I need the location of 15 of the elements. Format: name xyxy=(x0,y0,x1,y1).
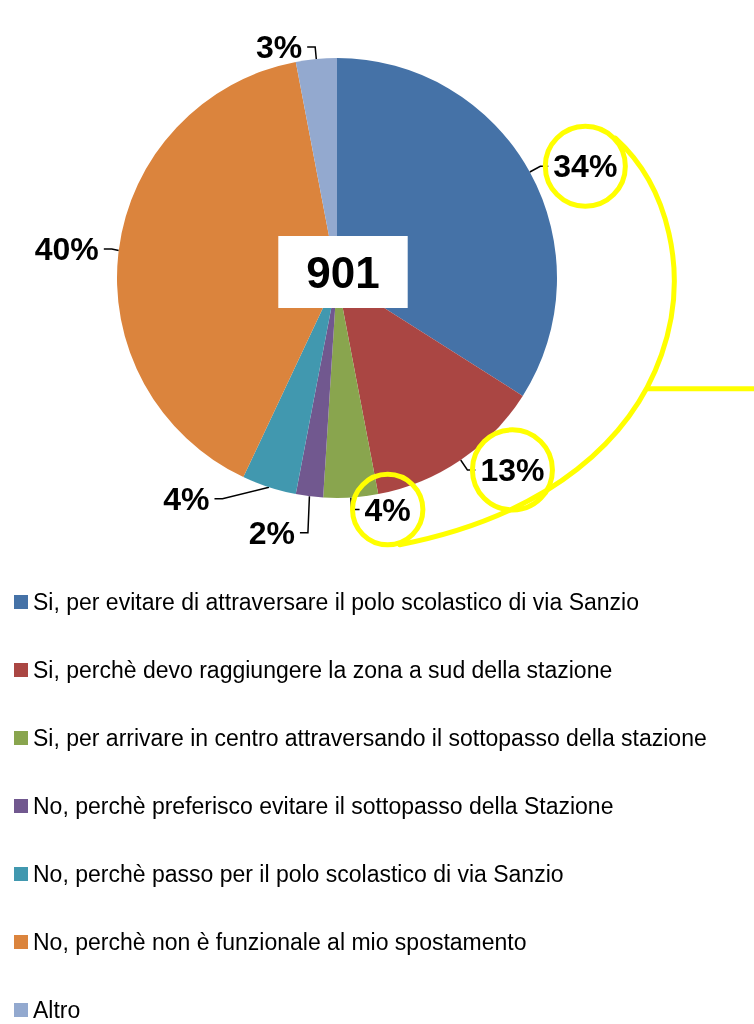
legend-label: No, perchè preferisco evitare il sottopasso della Stazione xyxy=(33,793,614,819)
legend-label: Si, per evitare di attraversare il polo scolastico di via Sanzio xyxy=(33,589,639,615)
data-label: 40% xyxy=(34,230,99,267)
data-label: 2% xyxy=(248,514,295,551)
legend-label: Si, perchè devo raggiungere la zona a sud della stazione xyxy=(33,657,613,683)
data-label: 4% xyxy=(163,480,210,517)
data-label: 34% xyxy=(553,148,618,185)
data-label: 13% xyxy=(480,451,545,488)
legend-label: Altro xyxy=(33,997,81,1023)
legend-label: Si, per arrivare in centro attraversando il sottopasso della stazione xyxy=(33,725,707,751)
legend-label: No, perchè non è funzionale al mio spostamento xyxy=(33,929,527,955)
data-label: 4% xyxy=(364,491,411,528)
text: 901 xyxy=(306,247,380,297)
legend-label: No, perchè passo per il polo scolastico di via Sanzio xyxy=(33,861,564,887)
data-label: 3% xyxy=(255,29,303,66)
